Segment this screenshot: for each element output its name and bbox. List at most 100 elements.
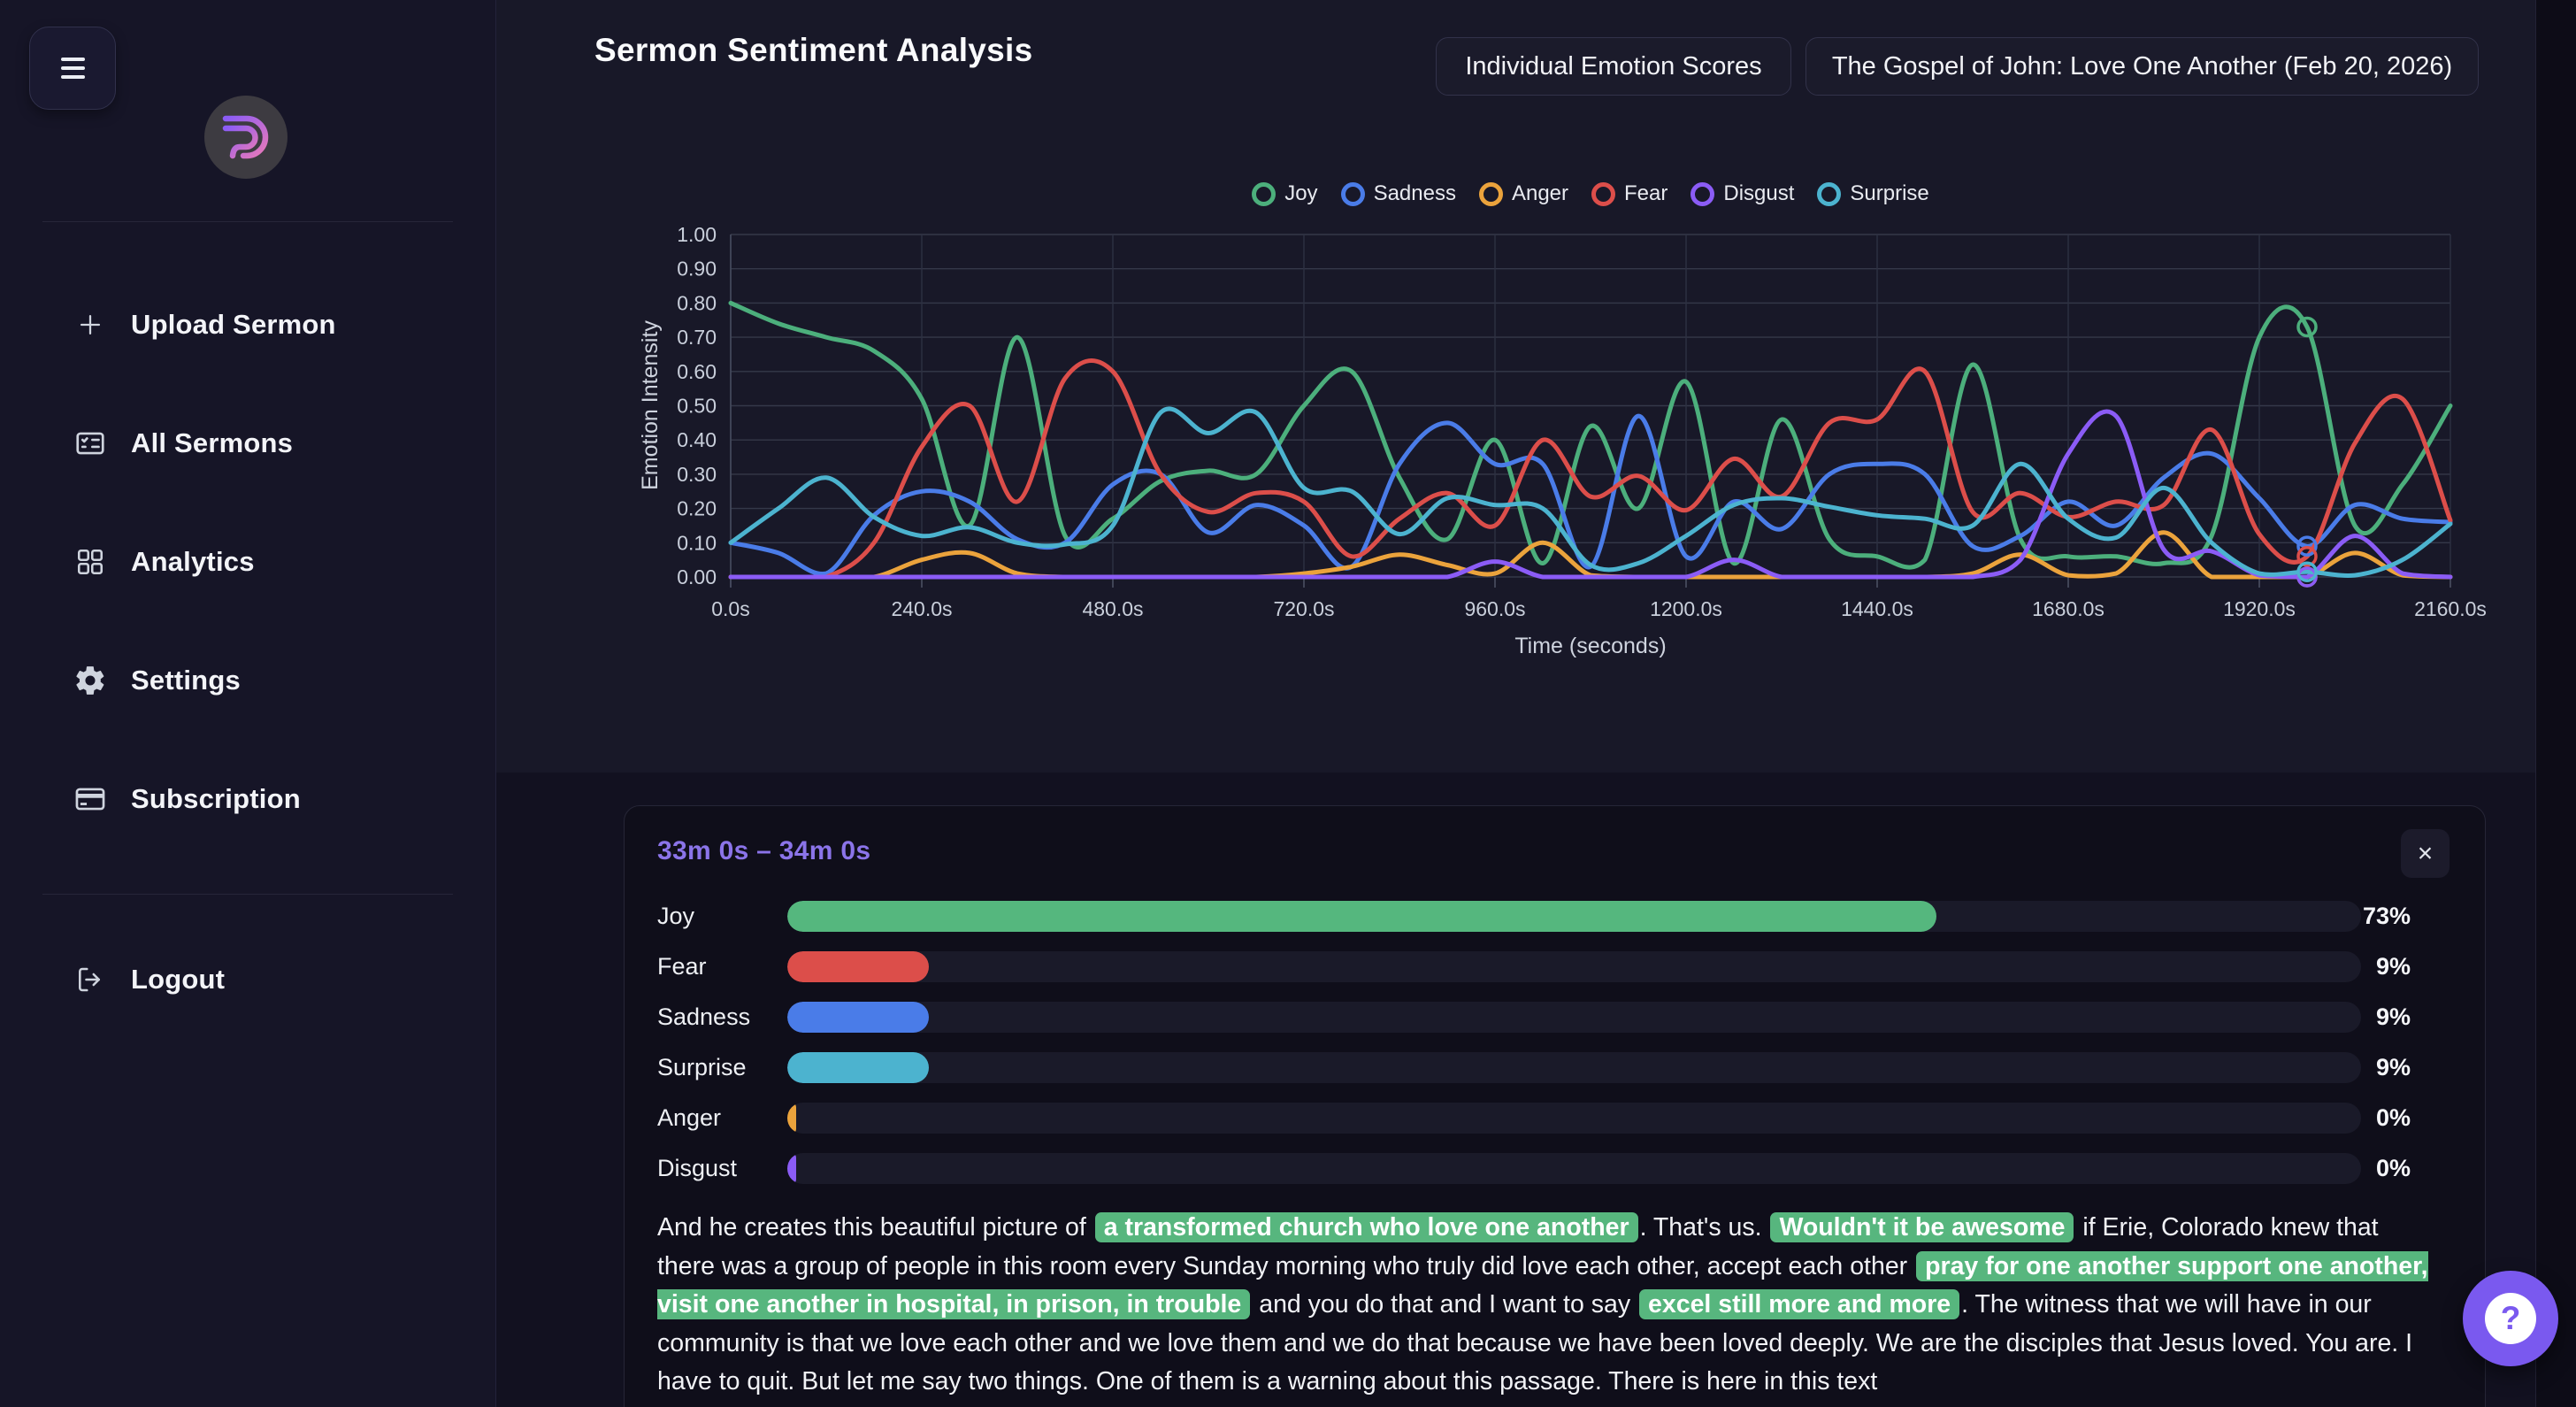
sidebar-item-logout[interactable]: Logout (0, 920, 496, 1039)
brand-logo (204, 96, 288, 179)
minute-detail-panel: 33m 0s – 34m 0s × Joy 73% Fear 9% Sadnes… (624, 805, 2486, 1407)
sidebar-item-label: Logout (131, 964, 226, 995)
svg-text:1.00: 1.00 (677, 223, 717, 246)
series-line-joy (728, 300, 2453, 570)
legend-item-fear[interactable]: Fear (1591, 181, 1668, 206)
close-icon[interactable]: × (2401, 829, 2450, 878)
svg-text:480.0s: 480.0s (1082, 597, 1143, 620)
transcript-highlight: a transformed church who love one anothe… (1094, 1212, 1638, 1242)
legend-label: Disgust (1723, 181, 1795, 205)
help-button[interactable]: ? (2463, 1271, 2558, 1366)
emotion-bar-row-joy: Joy 73% (657, 891, 2450, 942)
sidebar-item-upload-sermon[interactable]: Upload Sermon (0, 265, 496, 384)
legend-item-surprise[interactable]: Surprise (1817, 181, 1929, 206)
sidebar-item-all-sermons[interactable]: All Sermons (0, 384, 496, 503)
y-axis-title: Emotion Intensity (638, 320, 663, 490)
legend-item-disgust[interactable]: Disgust (1690, 181, 1794, 206)
emotion-bar-percent: 0% (2375, 1155, 2411, 1181)
sidebar-nav: Upload Sermon All Sermons Analytics Sett… (0, 265, 496, 858)
legend-label: Joy (1284, 181, 1318, 205)
emotion-bar-fill (787, 901, 1936, 932)
svg-text:1440.0s: 1440.0s (1841, 597, 1913, 620)
sidebar-item-settings[interactable]: Settings (0, 621, 496, 740)
sidebar: Upload Sermon All Sermons Analytics Sett… (0, 0, 496, 1407)
hamburger-icon (60, 58, 85, 79)
plus-icon (73, 307, 108, 342)
transcript-text: And he creates this beautiful picture of… (657, 1209, 2437, 1402)
legend-swatch-icon (1478, 181, 1503, 206)
individual-emotion-scores-button[interactable]: Individual Emotion Scores (1436, 37, 1791, 96)
emotion-bar-row-surprise: Surprise 9% (657, 1042, 2450, 1093)
emotion-bar-label: Fear (657, 953, 707, 980)
legend-label: Anger (1511, 181, 1569, 205)
emotion-bar-track (787, 1002, 2361, 1033)
series-line-disgust (728, 409, 2453, 580)
svg-text:1680.0s: 1680.0s (2032, 597, 2104, 620)
sidebar-item-subscription[interactable]: Subscription (0, 740, 496, 858)
menu-toggle-button[interactable] (29, 27, 116, 110)
gear-icon (73, 663, 108, 698)
svg-text:0.30: 0.30 (677, 463, 717, 486)
emotion-bar-fill (787, 1103, 796, 1134)
svg-text:0.10: 0.10 (677, 531, 717, 554)
legend-swatch-icon (1340, 181, 1365, 206)
sermon-list-icon (73, 426, 108, 461)
emotion-bars: Joy 73% Fear 9% Sadness 9% Surprise 9% A… (657, 891, 2450, 1194)
emotion-line-chart[interactable]: 0.00 0.10 0.20 0.30 0.40 0.50 0.60 0.70 0.80 0.90… (496, 106, 2535, 708)
series-line-surprise (728, 406, 2453, 578)
emotion-bar-percent: 9% (2375, 1003, 2411, 1030)
credit-card-icon (73, 781, 108, 817)
transcript-segment: And he creates this beautiful picture of (657, 1213, 1093, 1242)
emotion-bar-label: Anger (657, 1104, 722, 1131)
series-line-fear (728, 358, 2453, 580)
svg-text:960.0s: 960.0s (1464, 597, 1525, 620)
transcript-segment: . The witness that we will have in our c… (657, 1290, 2413, 1395)
sidebar-item-label: Analytics (131, 546, 255, 577)
legend-item-sadness[interactable]: Sadness (1340, 181, 1456, 206)
emotion-bar-percent: 73% (2362, 903, 2411, 929)
transcript-segment: . That's us. (1639, 1213, 1769, 1242)
legend-swatch-icon (1817, 181, 1842, 206)
sermon-selector-button[interactable]: The Gospel of John: Love One Another (Fe… (1806, 37, 2479, 96)
x-axis-title: Time (seconds) (1514, 634, 1666, 658)
emotion-bar-fill (787, 951, 930, 982)
svg-text:0.60: 0.60 (677, 360, 717, 383)
emotion-bar-percent: 0% (2375, 1104, 2411, 1131)
svg-text:0.00: 0.00 (677, 565, 717, 588)
svg-text:0.0s: 0.0s (711, 597, 749, 620)
logout-icon (73, 962, 108, 997)
legend-item-joy[interactable]: Joy (1252, 181, 1318, 206)
selected-point-marker-fear (2296, 546, 2318, 567)
emotion-bar-track (787, 1103, 2361, 1134)
transcript-highlight: Wouldn't it be awesome (1770, 1212, 2074, 1242)
svg-text:720.0s: 720.0s (1273, 597, 1334, 620)
emotion-bar-track (787, 951, 2361, 982)
scrollbar-gutter[interactable] (2535, 0, 2576, 1407)
selected-point-marker-joy (2296, 316, 2318, 338)
emotion-bar-row-anger: Anger 0% (657, 1093, 2450, 1143)
sidebar-item-analytics[interactable]: Analytics (0, 503, 496, 621)
svg-text:0.70: 0.70 (677, 326, 717, 349)
emotion-bar-row-fear: Fear 9% (657, 942, 2450, 992)
emotion-bar-track (787, 1052, 2361, 1083)
svg-text:2160.0s: 2160.0s (2414, 597, 2487, 620)
emotion-bar-label: Sadness (657, 1003, 751, 1030)
emotion-bar-label: Disgust (657, 1155, 738, 1181)
sidebar-divider-top (42, 221, 453, 222)
time-range-label: 33m 0s – 34m 0s (657, 836, 871, 865)
svg-text:1920.0s: 1920.0s (2223, 597, 2296, 620)
sidebar-item-label: Settings (131, 665, 241, 696)
grid-icon (73, 544, 108, 580)
sentiment-chart-card: Sermon Sentiment Analysis Individual Emo… (496, 0, 2535, 773)
sidebar-item-label: Subscription (131, 783, 301, 814)
emotion-bar-row-disgust: Disgust 0% (657, 1143, 2450, 1194)
svg-text:0.40: 0.40 (677, 428, 717, 451)
question-mark-icon: ? (2485, 1293, 2536, 1344)
emotion-bar-row-sadness: Sadness 9% (657, 992, 2450, 1042)
legend-item-anger[interactable]: Anger (1478, 181, 1569, 206)
legend-swatch-icon (1690, 181, 1715, 206)
transcript-segment: if Erie, Colorado knew that there was a … (657, 1213, 2379, 1280)
selected-point-marker-sadness (2296, 535, 2318, 557)
sidebar-divider-bottom (42, 894, 453, 895)
emotion-bar-label: Joy (657, 903, 695, 929)
